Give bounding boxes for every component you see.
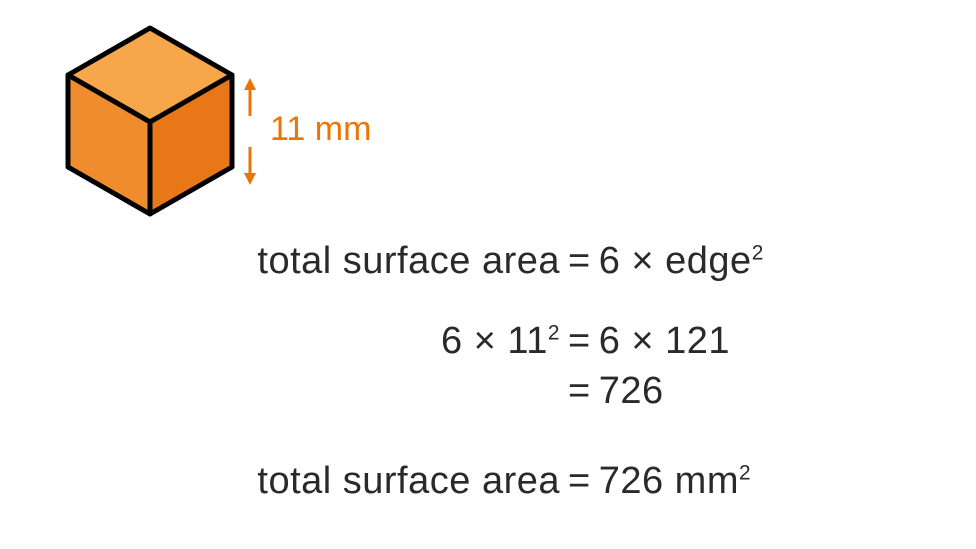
- equation-formula: total surface area = 6 × edge2: [210, 240, 919, 283]
- eq2-right: 6 × 121: [599, 320, 919, 363]
- eq2-left-base: 6 × 11: [441, 320, 548, 362]
- cube-svg: [60, 20, 240, 220]
- dimension-arrow-down-icon: [240, 145, 260, 185]
- eq2-left-sup: 2: [548, 321, 560, 344]
- eq1-right: 6 × edge2: [599, 240, 919, 283]
- equation-final-answer: total surface area = 726 mm2: [210, 460, 919, 503]
- dimension-arrow-up-icon: [240, 78, 260, 118]
- equals-sign: =: [560, 460, 599, 503]
- equation-substitution: 6 × 112 = 6 × 121: [210, 320, 919, 363]
- equals-sign: =: [560, 370, 599, 413]
- eq4-right-sup: 2: [739, 461, 751, 484]
- eq4-left: total surface area: [210, 460, 560, 503]
- equals-sign: =: [560, 320, 599, 363]
- eq1-left: total surface area: [210, 240, 560, 283]
- eq4-right-base: 726 mm: [599, 460, 739, 502]
- edge-dimension-label: 11 mm: [270, 110, 371, 149]
- equals-sign: =: [560, 240, 599, 283]
- eq4-right: 726 mm2: [599, 460, 919, 503]
- eq2-left: 6 × 112: [210, 320, 560, 363]
- cube-diagram: [60, 20, 240, 225]
- eq3-right: 726: [599, 370, 919, 413]
- eq1-right-base: 6 × edge: [599, 240, 752, 282]
- eq1-right-sup: 2: [752, 241, 764, 264]
- eq3-left: [210, 370, 560, 413]
- equation-result: = 726: [210, 370, 919, 413]
